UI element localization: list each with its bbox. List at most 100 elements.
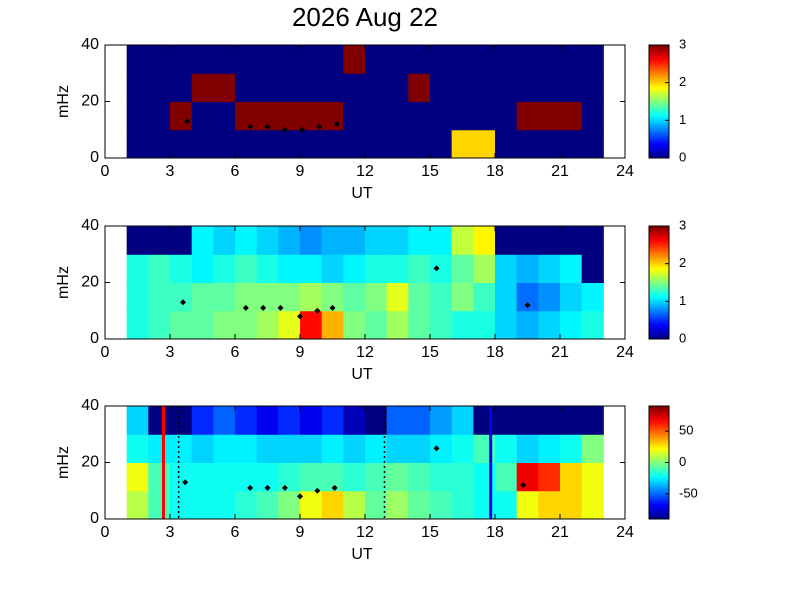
colorbar-tick-label: 1	[679, 112, 686, 127]
colorbar-swatch	[649, 413, 669, 416]
heatmap-cell	[191, 434, 214, 463]
heatmap-cell	[126, 129, 149, 159]
heatmap-cell	[495, 490, 518, 520]
heatmap-cell	[343, 129, 366, 159]
colorbar-swatch	[649, 80, 669, 83]
colorbar-swatch	[649, 122, 669, 125]
heatmap-cell	[386, 226, 409, 255]
y-tick-label: 0	[90, 510, 99, 527]
colorbar-tick-label: 2	[679, 74, 686, 89]
colorbar-swatch	[649, 256, 669, 259]
colorbar-swatch	[649, 337, 669, 340]
colorbar-swatch	[649, 90, 669, 94]
colorbar-swatch	[649, 458, 669, 462]
colorbar-swatch	[649, 331, 669, 335]
heatmap-cell	[278, 254, 301, 283]
event-point	[281, 126, 288, 133]
heatmap-cell	[451, 490, 474, 520]
colorbar-swatch	[649, 282, 669, 285]
heatmap-cell	[321, 462, 344, 492]
colorbar-swatch	[649, 421, 669, 425]
heatmap-cell	[451, 462, 474, 492]
colorbar-tick-label: 2	[679, 255, 686, 270]
colorbar-swatch	[649, 229, 669, 232]
heatmap-cell	[300, 282, 323, 312]
colorbar-swatch	[649, 57, 669, 60]
colorbar-swatch	[649, 298, 669, 301]
event-point	[182, 479, 189, 486]
heatmap-cell	[516, 282, 539, 312]
event-point	[520, 482, 527, 489]
heatmap-cell	[430, 129, 453, 159]
colorbar-swatch	[649, 99, 669, 102]
colorbar-swatch	[649, 488, 669, 492]
heatmap-cell	[148, 73, 171, 102]
colorbar-swatch	[649, 275, 669, 278]
heatmap-cell	[191, 254, 214, 283]
colorbar-tick-label: 50	[679, 423, 693, 438]
heatmap-cell	[408, 254, 431, 283]
heatmap-cell	[581, 434, 604, 463]
heatmap-cell	[126, 101, 149, 131]
colorbar-swatch	[649, 296, 669, 299]
colorbar-swatch	[649, 113, 669, 117]
heatmap-cell	[300, 45, 323, 74]
colorbar-swatch	[649, 231, 669, 234]
colorbar-swatch	[649, 293, 669, 296]
heatmap-cell	[213, 490, 236, 520]
colorbar-swatch	[649, 478, 669, 481]
heatmap-cell	[516, 129, 539, 159]
y-axis-label: mHz	[55, 85, 72, 118]
heatmap-cell	[408, 282, 431, 312]
heatmap-cell	[495, 129, 518, 159]
heatmap-cell	[191, 101, 214, 131]
colorbar-swatch	[649, 273, 669, 276]
y-tick-label: 0	[90, 330, 99, 347]
chart-title: 2026 Aug 22	[292, 2, 438, 32]
colorbar-tick-label: 0	[679, 454, 686, 469]
colorbar-swatch	[649, 64, 669, 67]
event-point	[180, 299, 186, 306]
colorbar-swatch	[649, 443, 669, 446]
y-tick-label: 40	[81, 217, 99, 234]
x-tick-label: 3	[166, 524, 175, 541]
heatmap-cell	[278, 73, 301, 102]
heatmap-cell	[495, 282, 518, 312]
event-point	[297, 493, 303, 500]
colorbar-swatch	[649, 457, 669, 460]
x-tick-label: 18	[486, 524, 504, 541]
colorbar-swatch	[649, 420, 669, 423]
heatmap-cell	[300, 490, 323, 520]
colorbar-swatch	[649, 467, 669, 471]
heatmap-cell	[408, 45, 431, 74]
heatmap-cell	[473, 101, 496, 131]
colorbar-swatch	[649, 490, 669, 494]
colorbar-tick-label: 1	[679, 293, 686, 308]
colorbar-swatch	[649, 437, 669, 441]
heatmap-cell	[386, 434, 409, 463]
heatmap-cell	[451, 310, 474, 340]
heatmap-cell	[148, 45, 171, 74]
colorbar-swatch	[649, 240, 669, 243]
colorbar-swatch	[649, 119, 669, 122]
colorbar-swatch	[649, 428, 669, 432]
colorbar-swatch	[649, 92, 669, 95]
heatmap-cell	[581, 73, 604, 102]
x-tick-label: 12	[356, 344, 374, 361]
heatmap-cell	[386, 406, 409, 435]
heatmap-cell	[300, 226, 323, 255]
heatmap-cell	[256, 73, 279, 102]
colorbar-swatch	[649, 483, 669, 486]
heatmap-cell	[191, 73, 214, 102]
heatmap-cell	[386, 282, 409, 312]
heatmap-cell	[365, 406, 388, 435]
heatmap-cell	[581, 282, 604, 312]
colorbar-swatch	[649, 450, 669, 453]
colorbar-swatch	[649, 324, 669, 328]
event-point	[264, 484, 271, 491]
heatmap-cell	[538, 101, 561, 131]
colorbar-swatch	[649, 236, 669, 239]
colorbar-swatch	[649, 96, 669, 99]
heatmap-cell	[235, 282, 258, 312]
colorbar-swatch	[649, 82, 669, 85]
